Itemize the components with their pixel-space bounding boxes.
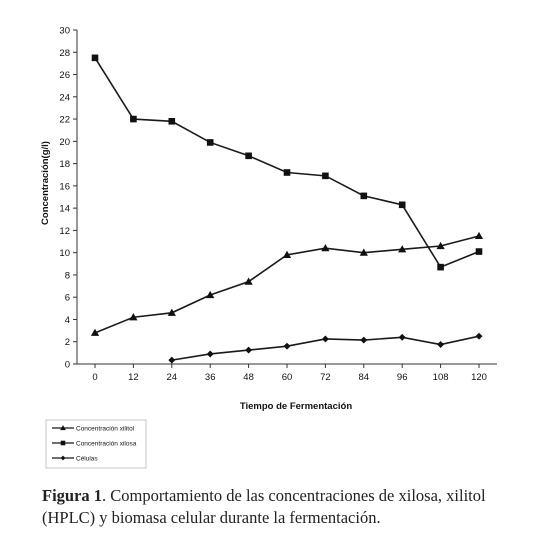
data-point — [91, 54, 99, 62]
data-point — [322, 172, 329, 180]
x-tick-label: 24 — [167, 372, 178, 383]
series-line — [94, 57, 480, 269]
legend-marker — [60, 425, 66, 431]
data-point — [475, 332, 483, 340]
data-point — [206, 350, 214, 358]
data-point — [130, 115, 137, 123]
data-point — [321, 335, 329, 343]
x-tick-label: 84 — [359, 372, 370, 383]
data-point — [359, 248, 368, 256]
data-point — [437, 263, 444, 271]
data-point — [168, 356, 176, 364]
legend-marker — [60, 455, 66, 461]
data-point — [360, 192, 368, 200]
data-point — [283, 342, 291, 350]
series-3 — [168, 332, 483, 364]
legend-marker — [60, 440, 66, 446]
data-point — [398, 201, 406, 209]
x-tick-label: 0 — [92, 372, 97, 383]
data-point — [437, 341, 445, 348]
y-tick-label: 12 — [59, 226, 70, 237]
y-tick-label: 22 — [59, 115, 70, 126]
y-tick-label: 18 — [59, 159, 70, 170]
y-tick-label: 28 — [59, 48, 70, 59]
y-tick-label: 24 — [59, 92, 70, 103]
y-tick-label: 10 — [59, 248, 70, 259]
data-point — [167, 308, 176, 316]
legend: Concentración xilitol Concentración xilos… — [45, 419, 147, 469]
legend-box — [45, 419, 147, 469]
y-tick-label: 14 — [59, 204, 70, 215]
data-point — [206, 139, 214, 146]
x-tick-label: 36 — [205, 372, 216, 383]
data-point — [436, 241, 445, 250]
data-point — [474, 231, 484, 240]
x-tick-label: 108 — [433, 372, 449, 383]
legend-label: Concentración xilosa — [76, 441, 137, 448]
data-point — [244, 277, 253, 285]
series-layer — [90, 54, 484, 364]
y-tick-label: 2 — [65, 337, 70, 348]
x-tick-label: 96 — [397, 372, 408, 383]
data-point — [90, 328, 100, 336]
x-tick-label: 60 — [282, 372, 293, 383]
data-point — [129, 313, 138, 321]
x-axis-title: Tiempo de Fermentación — [240, 401, 352, 412]
y-tick-label: 20 — [59, 137, 70, 148]
data-point — [398, 245, 407, 253]
data-point — [398, 333, 406, 341]
data-point — [168, 117, 176, 125]
x-tick-label: 48 — [243, 372, 254, 383]
legend-label: Concentración xilitol — [76, 426, 135, 433]
data-point — [245, 346, 253, 354]
caption-text: . Comportamiento de las concentraciones … — [42, 486, 486, 527]
x-tick-label: 12 — [128, 372, 139, 383]
y-axis-title: Concentración(g/l) — [40, 141, 51, 225]
y-tick-label: 30 — [59, 26, 70, 37]
data-point — [283, 169, 291, 176]
series-1 — [90, 231, 484, 336]
data-point — [206, 290, 215, 299]
series-2 — [91, 54, 483, 271]
x-tick-label: 120 — [471, 372, 487, 383]
y-tick-label: 16 — [59, 181, 70, 192]
figure-caption: Figura 1. Comportamiento de las concentr… — [42, 485, 512, 529]
y-tick-label: 8 — [65, 270, 70, 281]
data-point — [475, 248, 483, 255]
data-point — [282, 250, 292, 258]
data-point — [360, 336, 368, 344]
y-tick-label: 4 — [65, 315, 70, 326]
legend-label: Células — [76, 456, 98, 463]
y-tick-label: 0 — [65, 360, 70, 371]
x-tick-label: 72 — [320, 372, 331, 383]
data-point — [321, 244, 330, 252]
y-tick-label: 6 — [65, 293, 70, 304]
series-line — [94, 235, 480, 334]
caption-lead: Figura 1 — [42, 486, 103, 505]
data-point — [245, 152, 252, 160]
y-tick-label: 26 — [59, 70, 70, 81]
